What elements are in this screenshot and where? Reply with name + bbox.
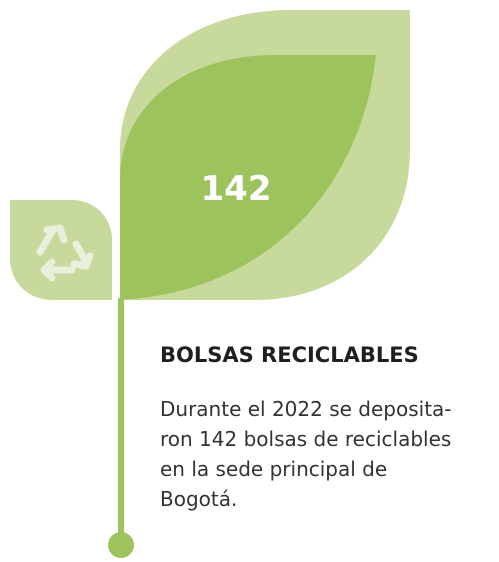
- body-line: Bogotá.: [160, 487, 237, 511]
- stem-dot: [108, 532, 134, 558]
- front-leaf: [120, 55, 376, 300]
- body-line: en la sede principal de: [160, 457, 387, 481]
- recycle-icon: [36, 224, 94, 282]
- small-leaf: [10, 200, 112, 300]
- stat-title: BOLSAS RECICLABLES: [160, 343, 419, 367]
- body-line: Durante el 2022 se deposita-: [160, 397, 452, 421]
- stat-value: 142: [201, 169, 272, 209]
- body-line: ron 142 bolsas de reciclables: [160, 427, 451, 451]
